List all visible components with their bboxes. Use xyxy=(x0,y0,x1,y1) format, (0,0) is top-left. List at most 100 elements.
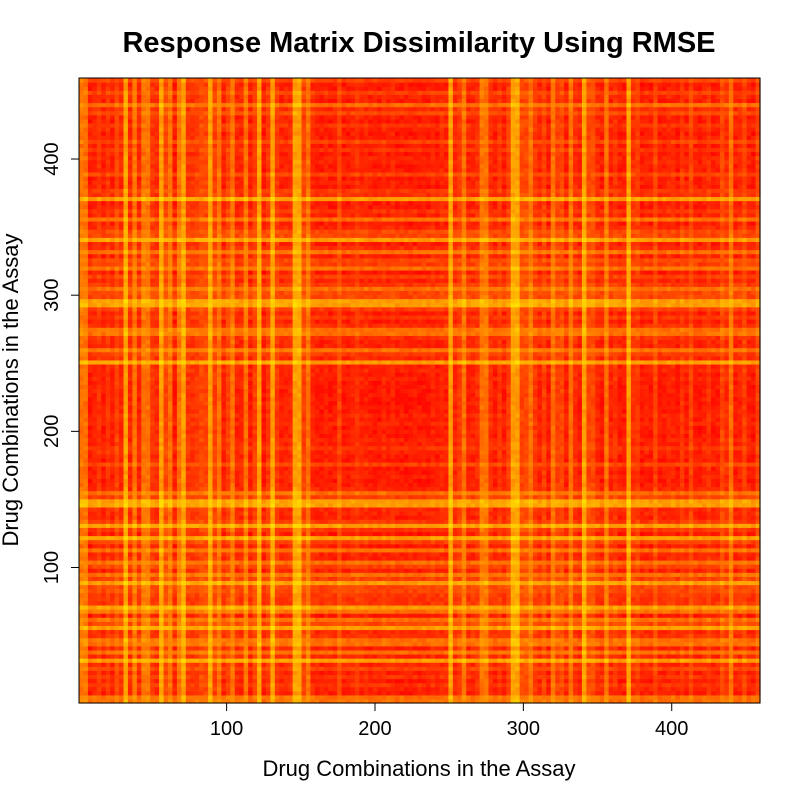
heatmap-cell xyxy=(208,625,214,631)
heatmap-cell xyxy=(212,441,218,447)
heatmap-cell xyxy=(154,527,160,533)
heatmap-cell xyxy=(92,376,98,381)
heatmap-cell xyxy=(172,588,178,594)
heatmap-cell xyxy=(150,176,156,181)
heatmap-cell xyxy=(163,290,169,296)
heatmap-cell xyxy=(212,502,218,508)
heatmap-cell xyxy=(181,331,187,336)
heatmap-cell xyxy=(79,216,85,222)
heatmap-cell xyxy=(141,290,147,296)
heatmap-cell xyxy=(141,90,147,95)
heatmap-cell xyxy=(127,658,134,663)
heatmap-cell xyxy=(194,78,200,83)
heatmap-cell xyxy=(176,282,182,287)
heatmap-cell xyxy=(150,531,156,537)
heatmap-cell xyxy=(83,282,89,287)
heatmap-cell xyxy=(114,192,120,198)
heatmap-cell xyxy=(87,94,93,100)
heatmap-cell xyxy=(145,641,151,647)
heatmap-cell xyxy=(203,359,209,365)
heatmap-cell xyxy=(79,392,85,398)
heatmap-cell xyxy=(87,184,93,189)
heatmap-cell xyxy=(92,188,98,193)
heatmap-cell xyxy=(83,94,89,100)
heatmap-cell xyxy=(101,351,107,357)
heatmap-cell xyxy=(127,604,134,610)
heatmap-cell xyxy=(127,380,134,385)
heatmap-cell xyxy=(92,131,98,136)
heatmap-cell xyxy=(212,400,218,406)
heatmap-cell xyxy=(150,666,156,671)
heatmap-cell xyxy=(110,343,116,349)
heatmap-cell xyxy=(163,355,169,361)
heatmap-cell xyxy=(105,245,111,251)
heatmap-cell xyxy=(181,686,187,692)
heatmap-cell xyxy=(132,404,138,410)
heatmap-cell xyxy=(163,392,169,398)
heatmap-cell xyxy=(181,225,187,230)
heatmap-cell xyxy=(185,216,191,222)
heatmap-cell xyxy=(87,241,93,247)
heatmap-cell xyxy=(141,457,147,463)
heatmap-cell xyxy=(208,282,214,287)
heatmap-cell xyxy=(101,237,107,242)
heatmap-cell xyxy=(199,306,205,312)
heatmap-cell xyxy=(123,200,129,206)
heatmap-cell xyxy=(185,94,191,100)
heatmap-cell xyxy=(168,253,174,259)
heatmap-cell xyxy=(163,613,169,618)
heatmap-cell xyxy=(119,539,125,545)
heatmap-cell xyxy=(101,400,107,406)
heatmap-cell xyxy=(154,220,160,226)
heatmap-cell xyxy=(141,208,147,214)
heatmap-cell xyxy=(132,613,138,618)
heatmap-cell xyxy=(119,380,125,385)
heatmap-cell xyxy=(159,437,165,443)
heatmap-cell xyxy=(110,229,116,234)
heatmap-cell xyxy=(176,82,182,87)
heatmap-cell xyxy=(136,147,142,153)
heatmap-cell xyxy=(185,645,191,651)
heatmap-cell xyxy=(150,433,156,439)
heatmap-cell xyxy=(172,641,178,647)
heatmap-cell xyxy=(136,143,142,149)
heatmap-cell xyxy=(114,269,120,275)
heatmap-cell xyxy=(172,131,178,136)
heatmap-cell xyxy=(83,572,89,577)
heatmap-cell xyxy=(101,662,107,667)
heatmap-cell xyxy=(168,122,174,128)
heatmap-cell xyxy=(150,441,156,447)
heatmap-cell xyxy=(221,584,227,590)
heatmap-cell xyxy=(127,441,134,447)
heatmap-cell xyxy=(123,269,129,275)
heatmap-cell xyxy=(194,253,200,259)
heatmap-cell xyxy=(150,588,156,594)
heatmap-cell xyxy=(132,380,138,385)
heatmap-cell xyxy=(154,253,160,259)
heatmap-cell xyxy=(185,253,191,259)
heatmap-cell xyxy=(87,155,93,161)
heatmap-cell xyxy=(194,519,200,524)
heatmap-cell xyxy=(141,543,147,549)
heatmap-cell xyxy=(168,106,174,112)
heatmap-cell xyxy=(150,216,156,222)
heatmap-cell xyxy=(203,269,209,275)
heatmap-cell xyxy=(185,265,191,271)
heatmap-cell xyxy=(176,298,182,304)
heatmap-cell xyxy=(83,653,89,659)
heatmap-cell xyxy=(159,118,165,124)
heatmap-cell xyxy=(79,527,85,533)
heatmap-cell xyxy=(132,184,138,189)
heatmap-cell xyxy=(101,269,107,275)
heatmap-cell xyxy=(101,159,107,165)
heatmap-cell xyxy=(212,102,218,108)
heatmap-cell xyxy=(181,560,187,565)
heatmap-cell xyxy=(163,249,169,255)
heatmap-cell xyxy=(114,396,120,402)
heatmap-cell xyxy=(190,122,196,128)
heatmap-cell xyxy=(92,592,98,598)
heatmap-cell xyxy=(83,690,89,696)
heatmap-cell xyxy=(127,551,134,557)
heatmap-cell xyxy=(208,596,214,602)
heatmap-cell xyxy=(194,555,200,561)
